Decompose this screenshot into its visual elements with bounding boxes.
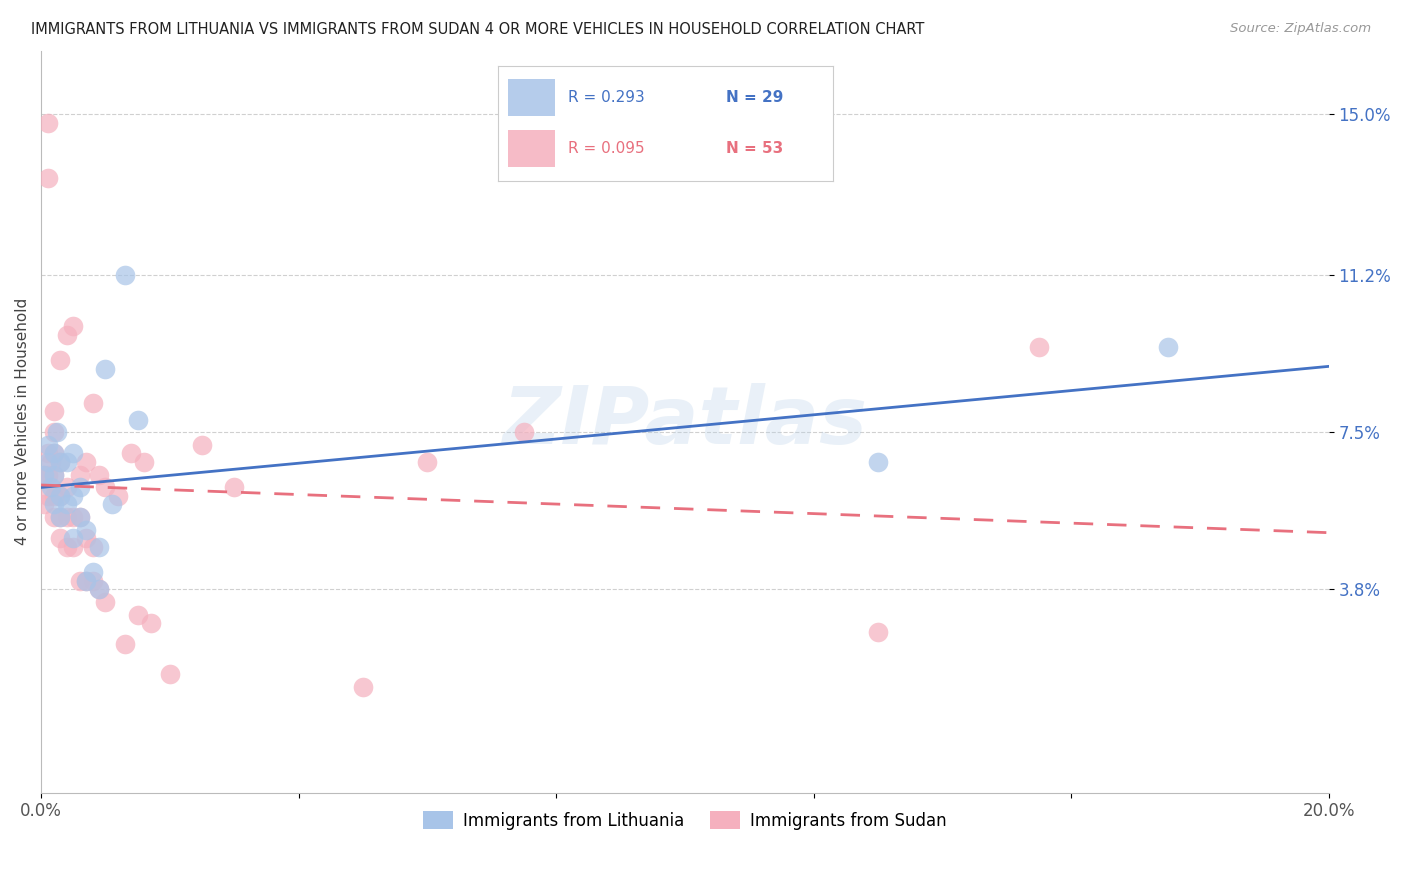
- Point: [56, 455, 79, 469]
- Text: Source: ZipAtlas.com: Source: ZipAtlas.com: [1230, 22, 1371, 36]
- Point: [159, 667, 181, 681]
- Point: [56, 510, 79, 524]
- Point: [62, 540, 84, 554]
- Point: [37, 438, 59, 452]
- Point: [69, 467, 91, 482]
- Point: [75, 574, 97, 588]
- Text: ZIPatlas: ZIPatlas: [502, 383, 868, 460]
- Point: [49, 510, 72, 524]
- Point: [49, 531, 72, 545]
- Point: [37, 446, 59, 460]
- Point: [352, 680, 374, 694]
- Point: [114, 268, 136, 283]
- Point: [62, 531, 84, 545]
- Point: [56, 480, 79, 494]
- Point: [69, 510, 91, 524]
- Point: [37, 489, 59, 503]
- Point: [32, 467, 55, 482]
- Point: [866, 624, 889, 639]
- Point: [34, 497, 56, 511]
- Point: [87, 540, 110, 554]
- Point: [513, 425, 536, 440]
- Point: [42, 446, 65, 460]
- Point: [37, 455, 59, 469]
- Point: [127, 412, 149, 426]
- Point: [56, 327, 79, 342]
- Point: [42, 404, 65, 418]
- Point: [49, 455, 72, 469]
- Point: [114, 637, 136, 651]
- Point: [42, 467, 65, 482]
- Point: [62, 319, 84, 334]
- Point: [37, 467, 59, 482]
- Point: [34, 467, 56, 482]
- Point: [101, 497, 124, 511]
- Point: [42, 425, 65, 440]
- Point: [94, 361, 117, 376]
- Point: [42, 446, 65, 460]
- Point: [42, 497, 65, 511]
- Point: [39, 480, 62, 494]
- Point: [62, 489, 84, 503]
- Point: [191, 438, 214, 452]
- Point: [866, 455, 889, 469]
- Point: [1028, 341, 1050, 355]
- Point: [69, 480, 91, 494]
- Point: [107, 489, 129, 503]
- Point: [139, 615, 162, 630]
- Point: [49, 489, 72, 503]
- Point: [75, 523, 97, 537]
- Point: [39, 455, 62, 469]
- Point: [87, 467, 110, 482]
- Point: [75, 574, 97, 588]
- Point: [37, 170, 59, 185]
- Point: [82, 540, 104, 554]
- Point: [75, 455, 97, 469]
- Point: [82, 395, 104, 409]
- Point: [94, 595, 117, 609]
- Point: [42, 489, 65, 503]
- Text: IMMIGRANTS FROM LITHUANIA VS IMMIGRANTS FROM SUDAN 4 OR MORE VEHICLES IN HOUSEHO: IMMIGRANTS FROM LITHUANIA VS IMMIGRANTS …: [31, 22, 924, 37]
- Legend: Immigrants from Lithuania, Immigrants from Sudan: Immigrants from Lithuania, Immigrants fr…: [416, 805, 953, 837]
- Point: [42, 510, 65, 524]
- Point: [49, 489, 72, 503]
- Point: [37, 116, 59, 130]
- Point: [49, 353, 72, 368]
- Y-axis label: 4 or more Vehicles in Household: 4 or more Vehicles in Household: [15, 298, 30, 545]
- Point: [132, 455, 155, 469]
- Point: [49, 510, 72, 524]
- Point: [87, 582, 110, 596]
- Point: [224, 480, 246, 494]
- Point: [87, 582, 110, 596]
- Point: [94, 480, 117, 494]
- Point: [62, 510, 84, 524]
- Point: [416, 455, 439, 469]
- Point: [120, 446, 142, 460]
- Point: [49, 455, 72, 469]
- Point: [82, 565, 104, 579]
- Point: [82, 574, 104, 588]
- Point: [127, 607, 149, 622]
- Point: [46, 425, 69, 440]
- Point: [42, 467, 65, 482]
- Point: [62, 446, 84, 460]
- Point: [69, 574, 91, 588]
- Point: [69, 510, 91, 524]
- Point: [1156, 341, 1178, 355]
- Point: [56, 497, 79, 511]
- Point: [75, 531, 97, 545]
- Point: [56, 540, 79, 554]
